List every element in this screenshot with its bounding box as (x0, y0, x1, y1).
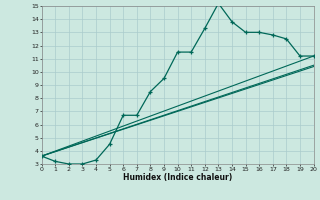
X-axis label: Humidex (Indice chaleur): Humidex (Indice chaleur) (123, 173, 232, 182)
